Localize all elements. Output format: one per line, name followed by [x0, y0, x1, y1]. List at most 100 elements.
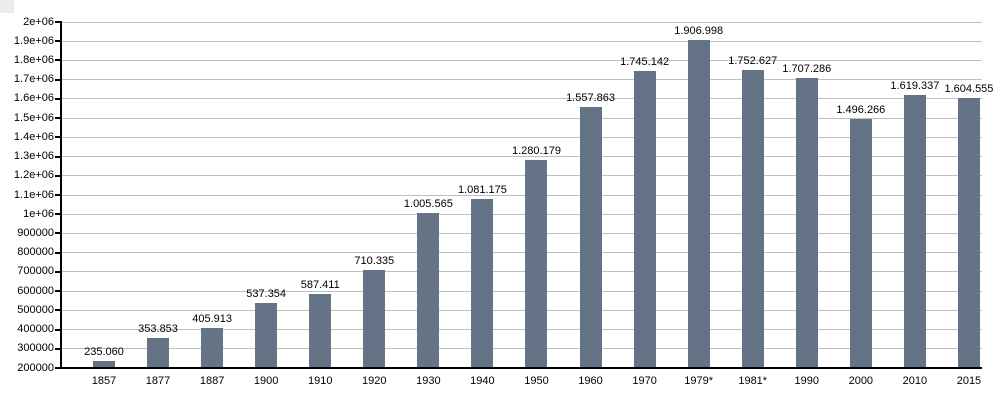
value-label: 1.557.863: [566, 91, 615, 104]
value-label: 1.496.266: [836, 103, 886, 116]
y-tick-label: 800000: [17, 246, 54, 259]
y-tick-label: 700000: [17, 265, 54, 278]
gridline: [62, 290, 982, 292]
gridline: [62, 136, 982, 138]
y-tick-label: 1.9e+06: [13, 34, 54, 47]
value-label: 235.060: [84, 346, 124, 359]
x-tick-label: 1981*: [738, 375, 768, 387]
x-tick-label: 1920: [362, 375, 387, 387]
bar-1940: [471, 198, 494, 368]
y-tick-label: 1.7e+06: [13, 73, 54, 86]
x-tick-label: 1940: [470, 375, 495, 387]
bar-1887: [201, 328, 224, 368]
y-tick-label: 600000: [17, 284, 54, 297]
y-tick-label: 1.2e+06: [13, 169, 54, 182]
x-tick-label: 1970: [632, 375, 657, 387]
bar-1981*: [741, 69, 764, 368]
y-tick-mark: [55, 347, 62, 350]
bar-1930: [417, 213, 440, 368]
x-tick-label: 1887: [199, 375, 225, 387]
value-label: 353.853: [138, 323, 178, 336]
x-tick-label: 2000: [848, 375, 874, 387]
y-tick-mark: [55, 117, 62, 120]
gridline: [62, 252, 982, 254]
value-label: 1.707.286: [782, 63, 832, 76]
y-tick-mark: [55, 40, 62, 43]
x-tick-label: 1979*: [684, 375, 714, 387]
bar-1857: [93, 361, 115, 368]
bar-1910: [309, 293, 332, 368]
x-tick-label: 1900: [253, 375, 279, 387]
y-tick-label: 400000: [17, 323, 54, 336]
gridline: [62, 98, 982, 100]
value-label: 1.081.175: [457, 183, 507, 196]
y-tick-mark: [55, 174, 62, 177]
y-tick-label: 1.5e+06: [13, 111, 54, 124]
gridline: [62, 59, 982, 61]
y-axis-line: [60, 22, 62, 368]
gridline: [62, 117, 982, 119]
x-tick-label: 1990: [794, 375, 819, 387]
value-label: 1.619.337: [890, 80, 940, 93]
gridline: [62, 175, 982, 177]
y-tick-mark: [55, 270, 62, 273]
gridline: [62, 348, 982, 350]
y-tick-label: 1e+06: [23, 207, 54, 220]
bar-1960: [579, 106, 602, 368]
x-axis-line: [60, 367, 982, 369]
bar-2015: [957, 98, 980, 368]
y-tick-mark: [55, 136, 62, 139]
y-tick-label: 2e+06: [23, 15, 54, 28]
y-tick-mark: [55, 78, 62, 81]
gridline: [62, 309, 982, 311]
x-tick-label: 1960: [578, 375, 603, 387]
bar-1950: [525, 160, 548, 368]
y-tick-mark: [55, 251, 62, 254]
y-tick-mark: [55, 367, 62, 369]
x-tick-label: 1950: [524, 375, 549, 387]
x-tick-label: 2015: [956, 375, 982, 387]
x-tick-label: 1910: [307, 375, 333, 387]
value-label: 405.913: [192, 313, 232, 326]
y-tick-mark: [55, 232, 62, 235]
gridline: [62, 271, 982, 273]
y-tick-mark: [55, 328, 62, 331]
y-tick-label: 900000: [17, 226, 54, 239]
y-tick-mark: [55, 155, 62, 158]
y-tick-label: 200000: [17, 361, 54, 374]
gridline: [62, 194, 982, 196]
bar-1979*: [687, 39, 710, 368]
value-label: 537.354: [246, 288, 287, 301]
bar-1920: [363, 269, 386, 368]
gridline: [62, 156, 982, 158]
bar-1900: [255, 303, 278, 368]
y-tick-mark: [55, 21, 62, 23]
y-tick-mark: [55, 59, 62, 62]
corner-artifact: [0, 0, 14, 13]
y-tick-label: 1.8e+06: [13, 53, 54, 66]
y-tick-mark: [55, 194, 62, 196]
bar-1990: [795, 78, 818, 368]
value-label: 1.005.565: [403, 198, 453, 211]
gridline: [62, 213, 982, 215]
y-tick-label: 1.3e+06: [13, 150, 54, 163]
y-tick-mark: [55, 290, 62, 293]
gridline: [62, 329, 982, 331]
y-tick-label: 300000: [17, 342, 54, 355]
value-label: 1.604.555: [944, 83, 994, 95]
gridline: [62, 232, 982, 234]
bar-2010: [903, 95, 926, 368]
x-tick-label: 2010: [902, 375, 928, 387]
bar-1970: [633, 70, 656, 368]
value-label: 1.280.179: [512, 145, 561, 158]
x-tick-label: 1857: [91, 375, 117, 387]
y-tick-label: 1.6e+06: [13, 92, 54, 105]
y-tick-mark: [55, 97, 62, 100]
y-tick-label: 500000: [17, 303, 54, 316]
value-label: 587.411: [300, 278, 340, 291]
value-label: 710.335: [354, 254, 395, 267]
bar-1877: [147, 338, 170, 368]
gridline: [62, 40, 982, 42]
bar-2000: [849, 118, 872, 368]
